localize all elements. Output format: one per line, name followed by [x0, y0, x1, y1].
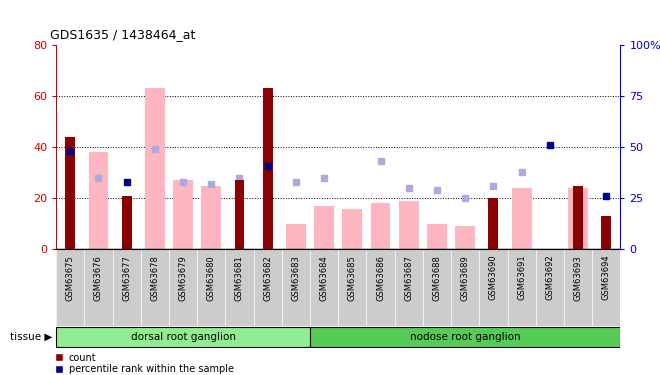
Bar [201, 186, 221, 249]
Bar [427, 224, 447, 249]
Bar [310, 327, 620, 347]
Text: GSM63681: GSM63681 [235, 255, 244, 300]
Text: GDS1635 / 1438464_at: GDS1635 / 1438464_at [50, 28, 195, 41]
Bar [56, 327, 310, 347]
Text: GSM63685: GSM63685 [348, 255, 357, 300]
Bar [455, 226, 475, 249]
Bar [65, 137, 75, 249]
Bar [573, 186, 583, 249]
Bar [314, 206, 334, 249]
Text: GSM63682: GSM63682 [263, 255, 272, 300]
Text: GSM63692: GSM63692 [545, 255, 554, 300]
Bar [399, 201, 418, 249]
Text: GSM63691: GSM63691 [517, 255, 526, 300]
Text: nodose root ganglion: nodose root ganglion [410, 332, 521, 342]
Bar [286, 224, 306, 249]
Bar [601, 216, 611, 249]
Bar [121, 196, 131, 249]
Text: GSM63688: GSM63688 [432, 255, 442, 301]
Bar [371, 203, 391, 249]
Text: GSM63690: GSM63690 [489, 255, 498, 300]
Bar [145, 88, 165, 249]
Text: GSM63676: GSM63676 [94, 255, 103, 301]
Text: GSM63684: GSM63684 [319, 255, 329, 300]
Bar [343, 209, 362, 249]
Text: GSM63693: GSM63693 [574, 255, 583, 300]
Text: GSM63683: GSM63683 [292, 255, 300, 301]
Bar [512, 188, 531, 249]
Legend: count, percentile rank within the sample, value, Detection Call = ABSENT, rank, : count, percentile rank within the sample… [54, 353, 234, 375]
Text: GSM63675: GSM63675 [66, 255, 75, 300]
Bar [173, 180, 193, 249]
Text: GSM63678: GSM63678 [150, 255, 159, 301]
Text: GSM63689: GSM63689 [461, 255, 470, 300]
Bar [234, 180, 244, 249]
Text: GSM63677: GSM63677 [122, 255, 131, 301]
Text: GSM63680: GSM63680 [207, 255, 216, 300]
Text: GSM63687: GSM63687 [405, 255, 413, 301]
Bar [263, 88, 273, 249]
Text: GSM63694: GSM63694 [602, 255, 611, 300]
Bar [88, 152, 108, 249]
Text: dorsal root ganglion: dorsal root ganglion [131, 332, 236, 342]
Bar [488, 198, 498, 249]
Bar [568, 188, 588, 249]
Text: GSM63686: GSM63686 [376, 255, 385, 301]
Text: tissue ▶: tissue ▶ [11, 332, 53, 342]
Text: GSM63679: GSM63679 [179, 255, 187, 300]
